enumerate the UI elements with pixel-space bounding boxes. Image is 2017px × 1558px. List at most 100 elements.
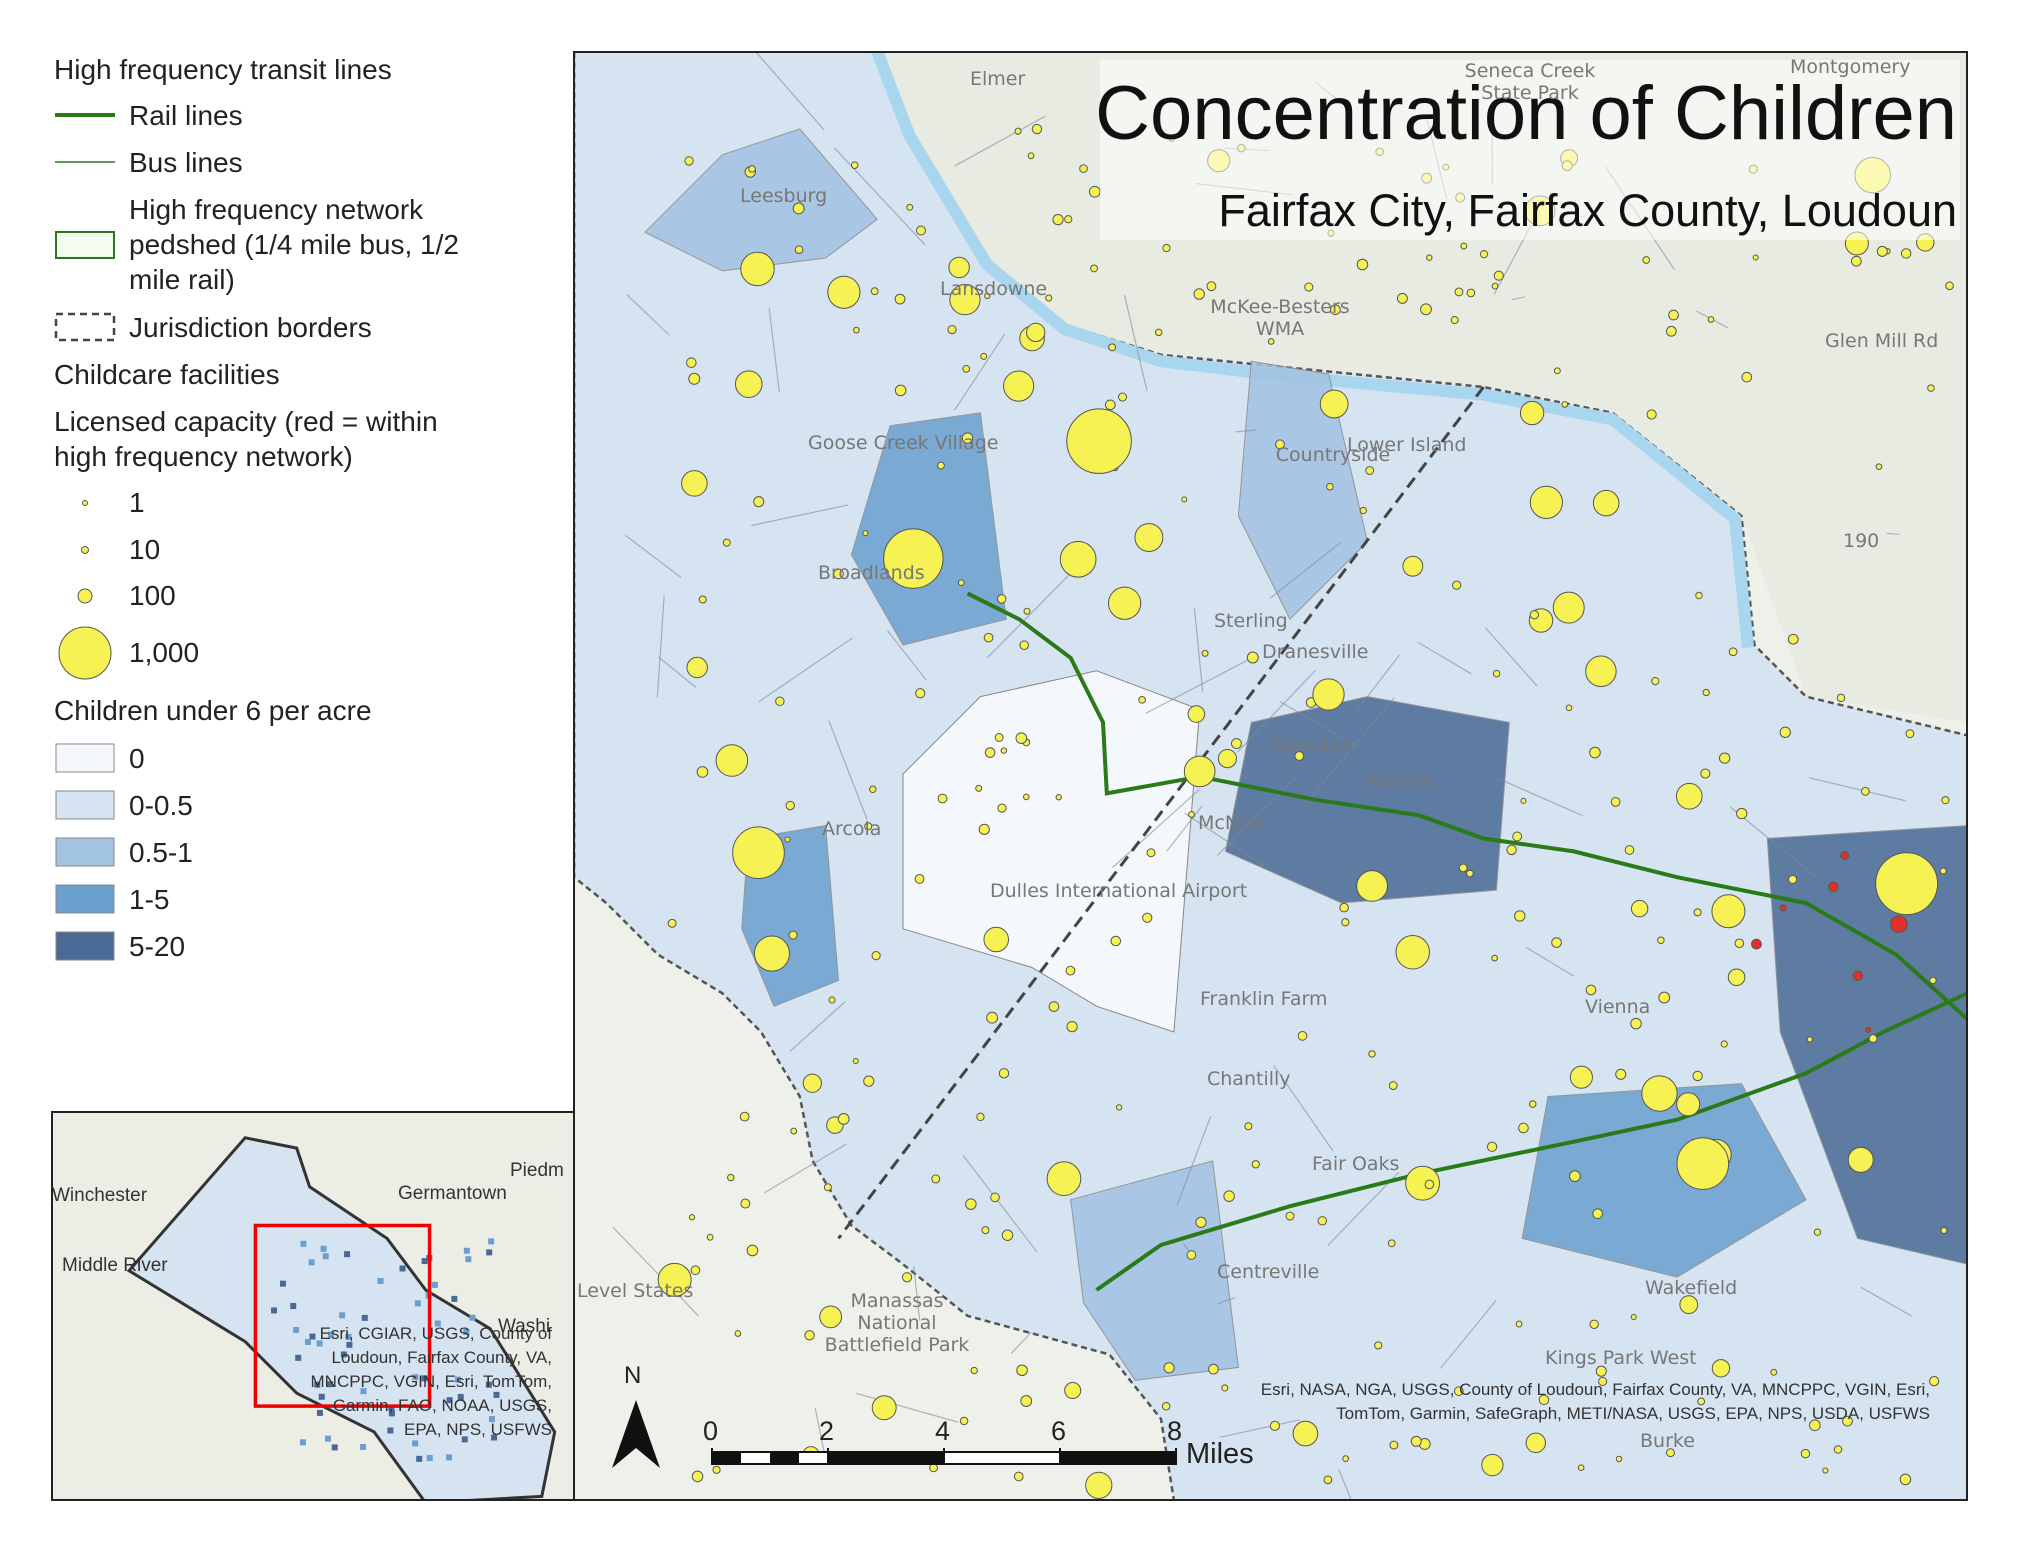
facility [1066,1020,1078,1033]
legend-pedshed [55,231,115,259]
facility [1868,1034,1878,1043]
facility [1512,831,1523,842]
tract-line [1193,607,1204,692]
facility [1466,869,1474,878]
inset-place-label: Piedm [510,1160,564,1181]
facility [1711,894,1746,929]
inset-tract [361,1314,368,1321]
inset-tract [322,1253,329,1260]
inset-tract [421,1375,428,1382]
facility [1529,485,1563,519]
map-subtitle: Fairfax City, Fairfax County, Loudoun [1218,185,1957,236]
facility [1492,669,1501,678]
facility [1045,294,1053,302]
facility [1657,936,1665,945]
tract-line [954,115,1046,167]
facility [1515,1320,1523,1328]
facility [1610,797,1621,807]
legend-capacity [82,500,88,506]
title-backdrop [1100,60,1960,240]
facility [1486,1141,1498,1152]
facility [1342,1455,1349,1462]
facility [1734,938,1745,949]
inset-tract [314,1381,321,1388]
facility [1692,1070,1703,1082]
legend-item: 0.5-1 [129,837,193,868]
facility [990,1192,1000,1203]
facility [1676,1092,1701,1117]
facility [690,1265,701,1276]
facility [1641,1075,1678,1112]
facility [1312,678,1345,711]
facility [740,1198,751,1209]
place-label: Sterling [1214,610,1288,632]
facility [1020,1395,1033,1407]
facility [734,370,763,398]
facility [1630,1313,1637,1320]
facility [1201,649,1209,657]
tract-line [755,52,825,131]
facility [1551,937,1562,948]
facility [1847,1146,1874,1173]
inset-tract [485,1381,492,1388]
place-label: Wakefield [1645,1277,1738,1299]
facility [983,632,994,643]
facility [1064,215,1073,224]
facility [937,461,945,470]
tract [1766,825,1967,1265]
legend-item: 0 [129,743,145,774]
tract-line [1220,1419,1301,1438]
facility [1195,1216,1207,1228]
inset-tract [457,1393,464,1400]
facility [740,251,775,287]
facility [994,733,1004,742]
facility [722,538,731,547]
facility [1285,1211,1295,1221]
facility [823,1183,832,1192]
inset-tract [412,1374,419,1381]
facility [1396,292,1408,304]
facility [948,256,970,279]
facility [975,784,983,792]
facility [1929,976,1937,985]
facility [1589,746,1601,759]
facility [997,803,1007,813]
facility [965,1198,977,1210]
facility [1493,270,1504,281]
inset-frame [51,1111,575,1501]
facility [753,496,765,508]
facility [727,1173,735,1182]
tract-line [1417,641,1472,675]
facility [1359,506,1368,515]
facility [746,1244,759,1257]
place-label: Franklin Farm [1200,988,1328,1010]
inset-map [52,1112,574,1500]
facility [1019,640,1030,651]
facility [894,293,906,305]
tract-line [1525,946,1575,977]
inset-tract [344,1251,351,1258]
facility [1630,899,1649,918]
legend-title: Childcare facilities [54,359,280,390]
facility [1064,1381,1082,1400]
facility [1529,610,1540,620]
facility [1221,1384,1229,1392]
facility [1269,1420,1281,1431]
facility [1003,370,1035,402]
tract-line [1176,1116,1212,1206]
facility [667,918,677,928]
inset-tract [414,1300,421,1307]
tract-line [764,1143,847,1194]
facility [1697,1397,1706,1406]
scale-subsegment [770,1452,799,1464]
tract-line [1216,773,1301,856]
facility [1718,752,1731,764]
tract-line [612,1226,700,1317]
facility [981,1226,990,1235]
tract-line [1269,541,1342,599]
facility [785,800,795,811]
facility [657,1262,692,1297]
inset-tract [421,1258,428,1265]
facility [748,165,756,173]
facility [684,156,694,166]
